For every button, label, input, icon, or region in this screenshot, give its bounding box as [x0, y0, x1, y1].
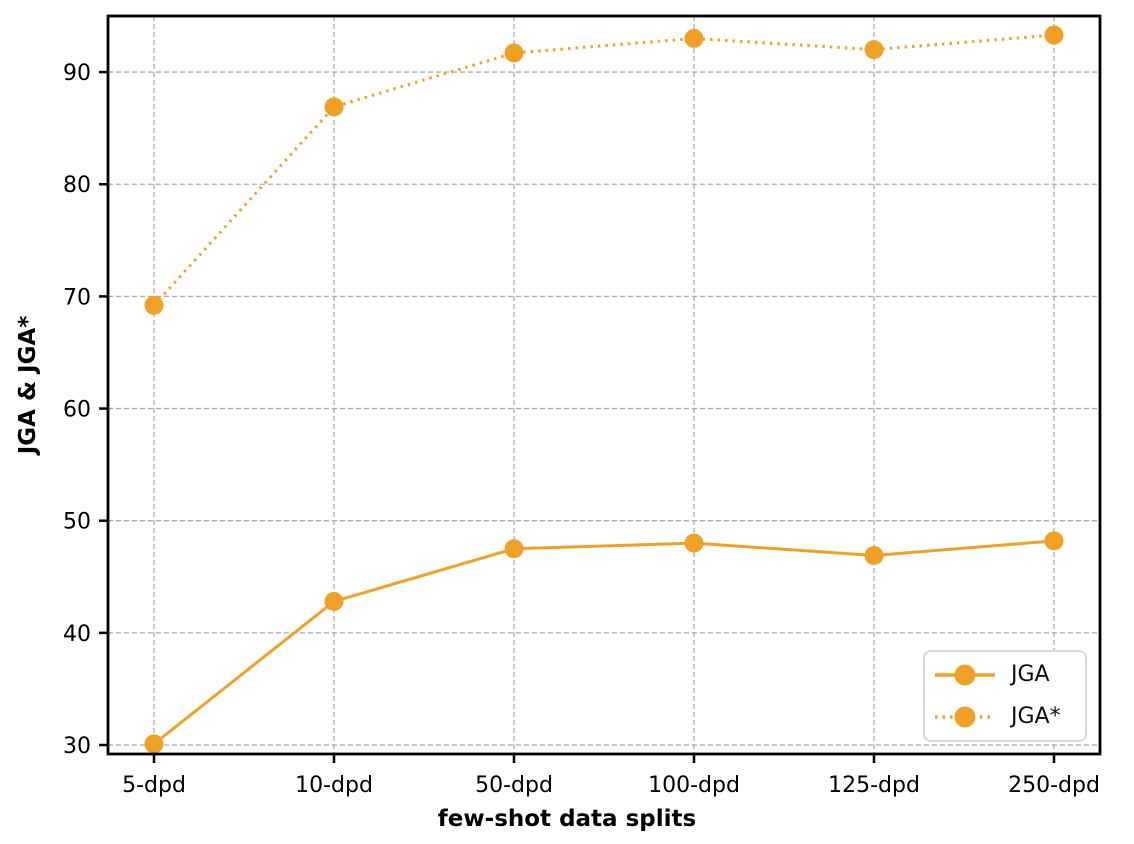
data-point: [1044, 25, 1064, 45]
data-point: [684, 28, 704, 48]
series-JGA-star: [144, 25, 1064, 315]
legend-solid-line-marker-icon: [935, 664, 995, 686]
y-tick-label: 70: [63, 285, 91, 310]
data-point: [324, 97, 344, 117]
data-point: [504, 539, 524, 559]
axes-frame: [106, 14, 1102, 756]
series-JGA: [144, 531, 1064, 754]
y-tick-label: 40: [63, 622, 91, 647]
x-axis-title: few-shot data splits: [437, 806, 697, 832]
x-tick-label: 125-dpd: [828, 773, 920, 798]
legend-item-jga-star: JGA*: [933, 697, 1077, 737]
y-tick-label: 80: [63, 173, 91, 198]
legend-label-jga-star: JGA*: [1011, 703, 1061, 729]
x-tick-label: 5-dpd: [122, 773, 186, 798]
data-point: [684, 533, 704, 553]
y-tick-label: 50: [63, 510, 91, 535]
y-tick-label: 30: [63, 734, 91, 759]
data-point: [324, 591, 344, 611]
legend-dotted-line-marker-icon: [935, 706, 995, 728]
legend-item-jga: JGA: [933, 655, 1077, 695]
x-tick-label: 100-dpd: [648, 773, 740, 798]
data-point: [144, 295, 164, 315]
x-tick-label: 250-dpd: [1008, 773, 1100, 798]
data-point: [864, 40, 884, 60]
y-tick-label: 90: [63, 61, 91, 86]
legend: JGA JGA*: [923, 650, 1087, 742]
data-point: [144, 734, 164, 754]
JGA-line: [153, 539, 1055, 746]
data-point: [1044, 531, 1064, 551]
gridlines: [108, 16, 1100, 754]
data-point: [864, 545, 884, 565]
y-tick-label: 60: [63, 398, 91, 423]
tick-marks: [99, 70, 1056, 763]
y-axis-title: JGA & JGA*: [15, 315, 41, 455]
x-tick-label: 50-dpd: [475, 773, 553, 798]
x-tick-label: 10-dpd: [295, 773, 373, 798]
legend-label-jga: JGA: [1011, 662, 1050, 688]
tick-labels: 5-dpd 10-dpd 50-dpd 100-dpd 125-dpd 250-dpd 30…: [63, 61, 1100, 798]
JGA*-line: [152, 33, 1055, 307]
data-point: [504, 43, 524, 63]
